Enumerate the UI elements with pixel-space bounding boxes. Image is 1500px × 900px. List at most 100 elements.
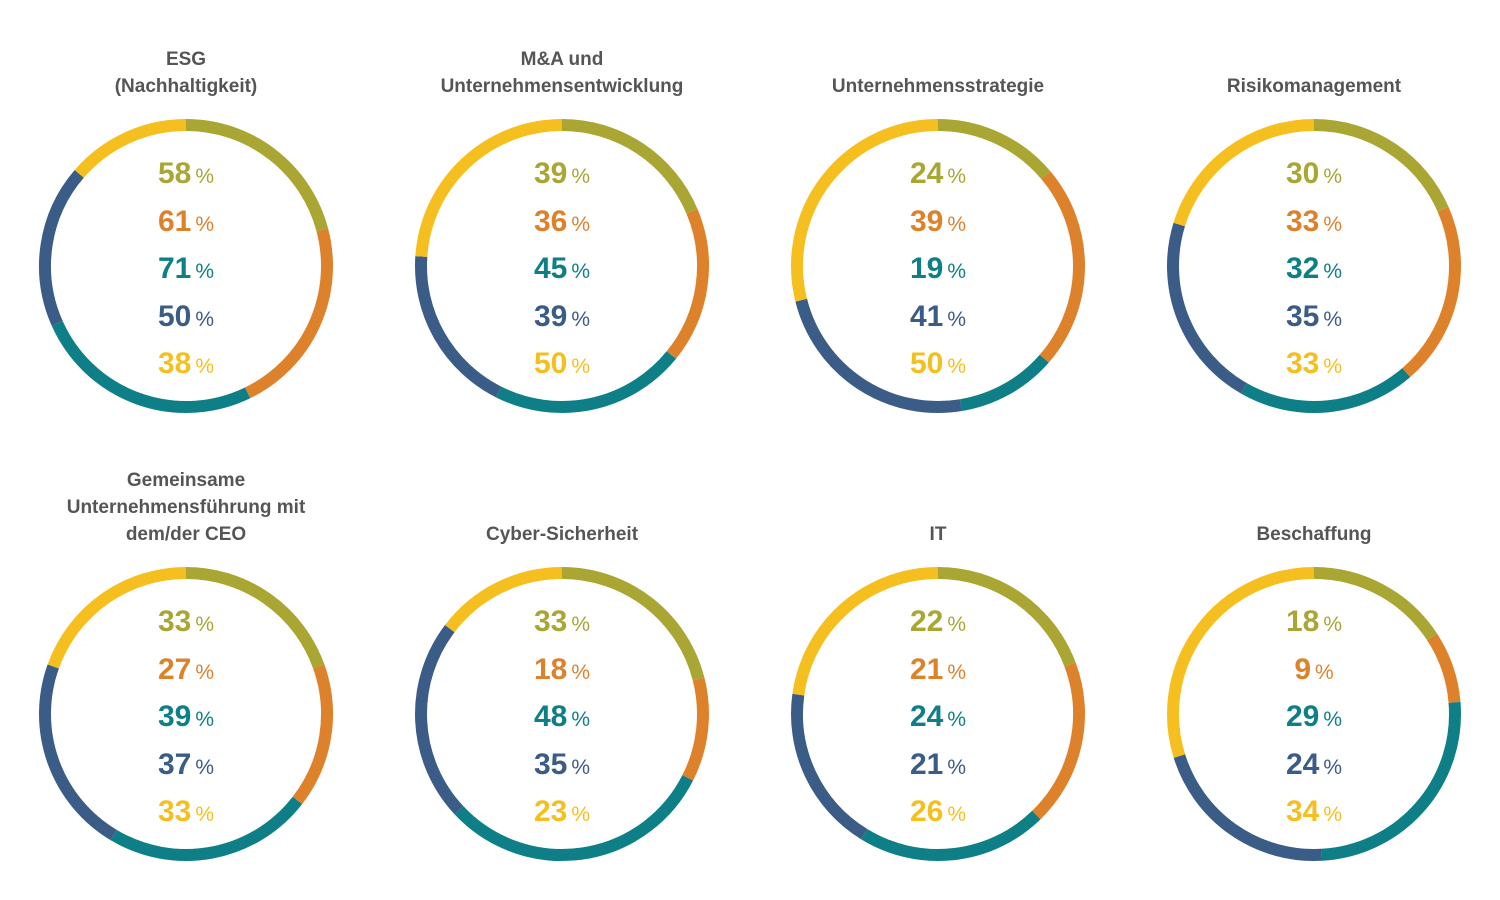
percent-unit: % (947, 355, 967, 378)
donut-segment-olive (185, 567, 325, 669)
chart-title: Risikomanagement (1226, 76, 1402, 97)
percent-unit: % (1323, 165, 1343, 188)
donut-segment-yellow (445, 567, 563, 633)
value-number: 22 (909, 605, 944, 638)
value-number: 30 (1285, 157, 1320, 190)
chart-panel: IT 22% 21% 24% 21% 26% (788, 448, 1088, 868)
donut-segment-teal (454, 775, 694, 861)
value-list: 18% 9% 29% 24% 34% (1164, 598, 1464, 836)
percent-unit: % (1323, 355, 1343, 378)
value-number: 39 (533, 157, 568, 190)
donut-segment-orange (1039, 171, 1085, 363)
value-number: 24 (1285, 747, 1320, 781)
value-number: 39 (533, 299, 568, 333)
donut-segment-teal (51, 320, 251, 413)
value-label: 32% (1164, 245, 1464, 293)
value-label: 45% (412, 245, 712, 293)
donut-segment-yellow (415, 119, 563, 257)
value-number: 29 (1285, 700, 1320, 733)
value-label: 48% (412, 693, 712, 741)
percent-unit: % (1323, 803, 1343, 826)
percent-unit: % (571, 165, 591, 188)
percent-unit: % (195, 755, 215, 779)
percent-unit: % (195, 307, 215, 331)
value-label: 24% (788, 693, 1088, 741)
percent-unit: % (947, 755, 967, 779)
percent-unit: % (571, 212, 591, 236)
chart-panel: ESG (Nachhaltigkeit) 58% 61% 71% 50% 38% (36, 0, 336, 420)
value-label: 18% (1164, 598, 1464, 646)
donut-segment-navy (791, 693, 868, 840)
value-label: 22% (788, 598, 1088, 646)
value-number: 33 (157, 795, 192, 828)
donut-segment-orange (1032, 662, 1085, 820)
value-number: 18 (533, 652, 568, 686)
percent-unit: % (947, 212, 967, 236)
value-label: 50% (788, 340, 1088, 388)
percent-unit: % (947, 708, 967, 731)
donut-segment-orange (666, 208, 709, 359)
value-number: 36 (533, 204, 568, 238)
value-number: 32 (1285, 252, 1320, 285)
value-list: 30% 33% 32% 35% 33% (1164, 150, 1464, 388)
value-number: 35 (1285, 299, 1320, 333)
donut-segment-orange (244, 228, 333, 399)
chart-panel: Unternehmensstrategie 24% 39% 19% 41% 50% (788, 0, 1088, 420)
value-number: 24 (909, 157, 944, 190)
donut-ring (415, 119, 709, 413)
value-number: 61 (157, 204, 192, 238)
value-list: 33% 27% 39% 37% 33% (36, 598, 336, 836)
donut-segment-navy (1167, 222, 1247, 394)
value-label: 50% (36, 293, 336, 341)
donut-ring (1167, 567, 1461, 861)
donut-segment-olive (937, 567, 1076, 667)
percent-unit: % (947, 165, 967, 188)
percent-unit: % (195, 803, 215, 826)
percent-unit: % (571, 708, 591, 731)
percent-unit: % (1315, 660, 1334, 684)
value-label: 26% (788, 788, 1088, 836)
value-number: 21 (909, 652, 944, 686)
value-label: 29% (1164, 693, 1464, 741)
value-label: 39% (36, 693, 336, 741)
value-label: 37% (36, 741, 336, 789)
value-number: 37 (157, 747, 192, 781)
donut-segment-teal (1240, 368, 1411, 413)
chart-panel: Cyber-Sicherheit 33% 18% 48% 35% 23% (412, 448, 712, 868)
value-label: 35% (412, 741, 712, 789)
value-label: 39% (412, 293, 712, 341)
value-number: 38 (157, 347, 192, 380)
value-number: 24 (909, 700, 944, 733)
donut-segment-yellow (74, 119, 187, 178)
value-label: 38% (36, 340, 336, 388)
value-number: 33 (1285, 347, 1320, 380)
value-label: 61% (36, 198, 336, 246)
percent-unit: % (947, 613, 967, 636)
chart-panel: Risikomanagement 30% 33% 32% 35% 33% (1164, 0, 1464, 420)
value-label: 24% (1164, 741, 1464, 789)
chart-title: Beschaffung (1256, 524, 1372, 545)
percent-unit: % (1323, 708, 1343, 731)
percent-unit: % (571, 355, 591, 378)
donut-segment-yellow (1167, 567, 1315, 758)
donut-segment-teal (1321, 701, 1461, 861)
value-label: 71% (36, 245, 336, 293)
percent-unit: % (947, 260, 967, 283)
percent-unit: % (1323, 212, 1343, 236)
value-label: 24% (788, 150, 1088, 198)
donut-ring (39, 567, 333, 861)
value-label: 21% (788, 741, 1088, 789)
value-label: 33% (36, 598, 336, 646)
donut-segment-yellow (1173, 119, 1315, 227)
value-number: 9 (1294, 652, 1311, 686)
donut-segment-teal (861, 810, 1041, 861)
value-number: 50 (909, 347, 944, 380)
value-number: 18 (1285, 605, 1320, 638)
value-label: 34% (1164, 788, 1464, 836)
value-label: 39% (412, 150, 712, 198)
donut-segment-orange (682, 677, 709, 781)
value-label: 9% (1164, 646, 1464, 694)
percent-unit: % (947, 307, 967, 331)
value-label: 33% (1164, 340, 1464, 388)
